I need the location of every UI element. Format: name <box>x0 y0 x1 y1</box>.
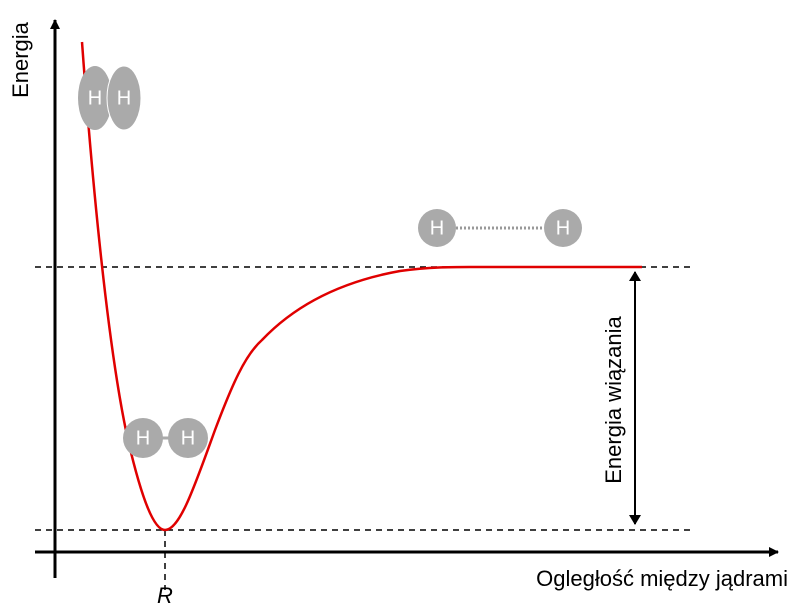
atom-label: H <box>136 427 150 449</box>
atom-label: H <box>117 87 131 109</box>
molecule-separated: H H <box>418 209 582 247</box>
molecule-compressed: H H <box>78 66 141 130</box>
potential-curve <box>82 42 642 530</box>
y-axis-label: Energia <box>8 21 33 98</box>
bond-energy-label: Energia wiązania <box>601 315 626 483</box>
atom-label: H <box>88 87 102 109</box>
atom-label: H <box>181 427 195 449</box>
atom-label: H <box>556 217 570 239</box>
r-label: R <box>157 583 173 607</box>
molecule-bound: H H <box>123 418 208 458</box>
atom-label: H <box>430 217 444 239</box>
diagram: Energia wiązania H H H H H H Energia Ogl… <box>0 0 792 607</box>
x-axis-label: Ogległość między jądrami <box>536 566 788 591</box>
